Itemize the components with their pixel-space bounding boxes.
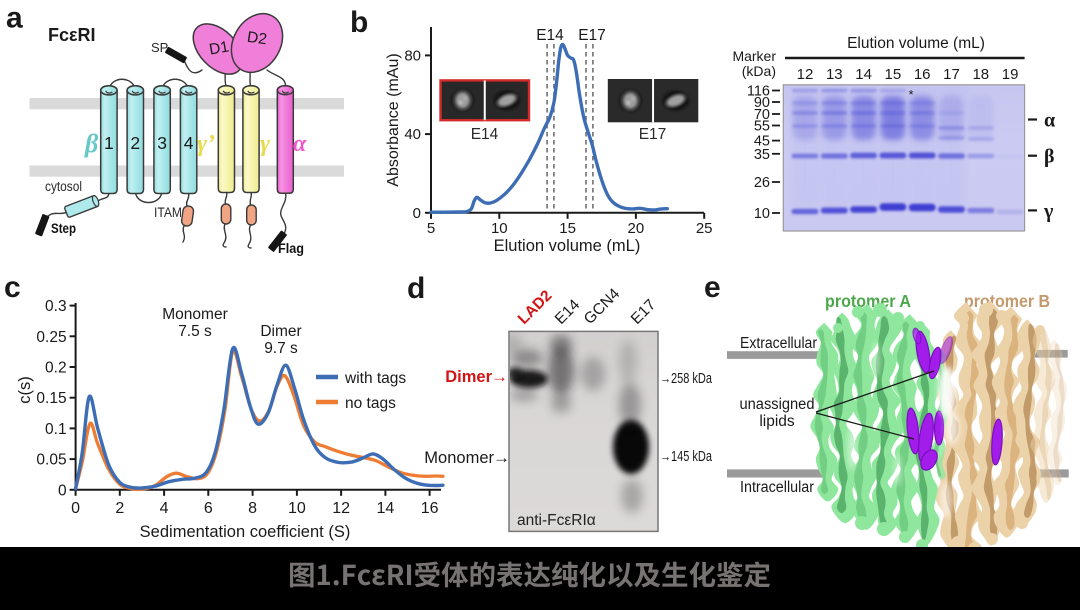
svg-text:6: 6 [204, 500, 213, 517]
svg-text:E14: E14 [552, 296, 584, 328]
svg-text:17: 17 [943, 66, 960, 83]
svg-text:β: β [84, 129, 99, 158]
svg-text:Flag: Flag [278, 240, 304, 256]
svg-text:e: e [704, 271, 721, 304]
svg-text:80: 80 [404, 47, 421, 64]
svg-text:25: 25 [696, 220, 713, 237]
svg-text:5: 5 [427, 220, 435, 237]
svg-text:γ’: γ’ [197, 131, 215, 157]
svg-text:E17: E17 [639, 126, 667, 143]
svg-text:b: b [350, 6, 368, 39]
svg-text:E14: E14 [536, 27, 564, 44]
svg-text:10: 10 [754, 206, 770, 222]
svg-text:15: 15 [559, 220, 576, 237]
svg-text:116: 116 [747, 84, 770, 100]
svg-text:Monomer: Monomer [424, 449, 494, 467]
svg-text:E17: E17 [578, 27, 606, 44]
svg-text:c(s): c(s) [16, 376, 34, 404]
svg-text:lipids: lipids [759, 413, 795, 430]
svg-text:α: α [293, 131, 307, 157]
svg-text:GCN4: GCN4 [581, 285, 624, 328]
svg-text:13: 13 [826, 66, 843, 83]
svg-text:c: c [4, 271, 21, 304]
svg-text:Marker: Marker [732, 48, 776, 64]
svg-text:β: β [1044, 146, 1055, 168]
svg-text:0.2: 0.2 [45, 360, 67, 377]
svg-text:→: → [491, 367, 508, 386]
svg-text:0.05: 0.05 [36, 452, 66, 469]
svg-text:14: 14 [855, 66, 872, 83]
svg-text:3: 3 [157, 133, 167, 153]
svg-text:d: d [407, 272, 425, 305]
svg-text:26: 26 [754, 175, 770, 191]
svg-text:SP: SP [151, 40, 168, 55]
svg-text:no tags: no tags [345, 395, 396, 412]
svg-text:→145 kDa: →145 kDa [660, 449, 713, 465]
svg-text:9.7 s: 9.7 s [264, 340, 298, 357]
svg-text:anti-FcεRIα: anti-FcεRIα [517, 512, 596, 529]
svg-text:55: 55 [754, 119, 770, 135]
svg-text:Monomer: Monomer [162, 306, 227, 323]
svg-text:Dimer: Dimer [445, 368, 492, 386]
svg-text:7.5 s: 7.5 s [178, 323, 212, 340]
svg-text:12: 12 [332, 500, 350, 517]
svg-text:4: 4 [184, 133, 194, 153]
svg-text:Sedimentation coefficient (S): Sedimentation coefficient (S) [140, 523, 351, 541]
svg-text:70: 70 [754, 107, 770, 123]
svg-text:D2: D2 [246, 29, 268, 49]
svg-text:40: 40 [404, 126, 421, 143]
svg-text:Elution volume (mL): Elution volume (mL) [494, 237, 641, 255]
svg-text:Dimer: Dimer [260, 323, 301, 340]
svg-text:0.25: 0.25 [36, 329, 66, 346]
svg-text:10: 10 [491, 220, 508, 237]
svg-text:1: 1 [104, 133, 114, 153]
svg-text:Absorbance (mAu): Absorbance (mAu) [385, 53, 402, 186]
svg-text:35: 35 [754, 147, 770, 163]
svg-text:E14: E14 [471, 126, 499, 143]
svg-text:20: 20 [628, 220, 645, 237]
svg-text:0.15: 0.15 [36, 390, 66, 407]
svg-text:D1: D1 [208, 38, 230, 58]
svg-text:γ: γ [260, 131, 270, 157]
svg-text:Step: Step [51, 220, 76, 236]
svg-text:15: 15 [885, 66, 902, 83]
svg-text:12: 12 [797, 66, 814, 83]
svg-text:14: 14 [377, 500, 395, 517]
svg-text:→: → [493, 448, 510, 467]
svg-text:Intracellular: Intracellular [740, 479, 814, 496]
svg-text:18: 18 [972, 66, 989, 83]
svg-text:→258 kDa: →258 kDa [660, 371, 713, 387]
svg-text:unassigned: unassigned [740, 396, 815, 413]
svg-text:LAD2: LAD2 [515, 287, 556, 328]
svg-text:γ: γ [1043, 200, 1054, 222]
svg-text:90: 90 [754, 95, 770, 111]
svg-text:protomer A: protomer A [825, 291, 911, 311]
svg-text:0: 0 [58, 482, 67, 499]
svg-text:*: * [909, 87, 914, 102]
svg-text:with tags: with tags [344, 370, 406, 387]
svg-text:0.1: 0.1 [45, 421, 67, 438]
svg-text:16: 16 [914, 66, 931, 83]
svg-text:0.3: 0.3 [45, 298, 67, 315]
svg-text:8: 8 [248, 500, 257, 517]
svg-text:protomer B: protomer B [964, 291, 1050, 311]
svg-text:FcεRI: FcεRI [48, 25, 96, 45]
svg-text:ITAM: ITAM [154, 205, 182, 220]
svg-text:cytosol: cytosol [45, 179, 82, 194]
svg-text:2: 2 [115, 500, 124, 517]
svg-text:Elution volume (mL): Elution volume (mL) [847, 35, 985, 52]
svg-text:0: 0 [413, 205, 421, 222]
svg-text:10: 10 [288, 500, 306, 517]
svg-text:α: α [1044, 110, 1055, 132]
svg-text:E17: E17 [628, 296, 660, 328]
svg-text:2: 2 [130, 133, 140, 153]
svg-text:19: 19 [1002, 66, 1019, 83]
svg-text:4: 4 [160, 500, 169, 517]
svg-text:(kDa): (kDa) [742, 63, 776, 79]
svg-text:0: 0 [71, 500, 80, 517]
svg-text:a: a [6, 2, 23, 35]
svg-text:Extracellular: Extracellular [740, 335, 817, 352]
svg-text:45: 45 [754, 134, 770, 150]
svg-text:16: 16 [421, 500, 439, 517]
